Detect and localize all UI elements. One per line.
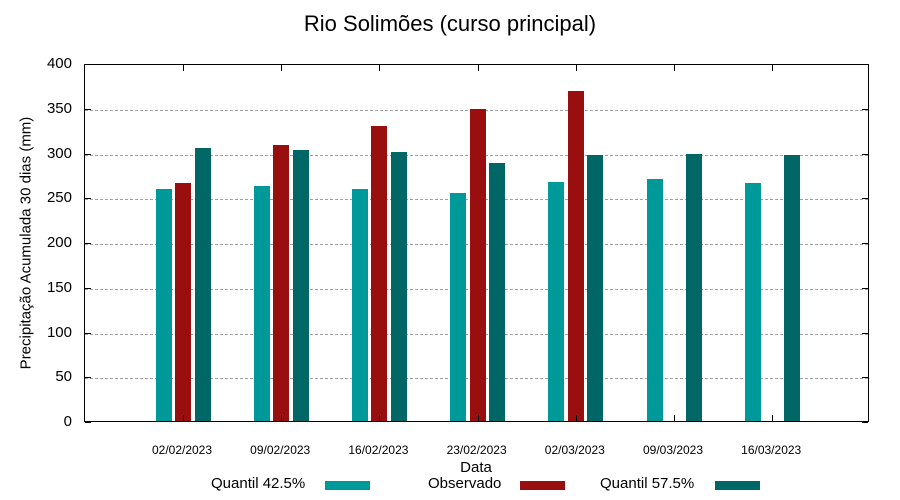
bar-quantil-42-5- — [450, 192, 467, 421]
y-tick-label: 200 — [46, 234, 72, 251]
legend-label-observado: Observado — [428, 475, 502, 492]
x-tick-mark — [674, 415, 675, 421]
bar-quantil-42-5- — [548, 182, 565, 421]
x-tick-mark — [477, 65, 479, 71]
bar-quantil-42-5- — [351, 189, 368, 421]
y-tick-mark — [85, 64, 91, 65]
y-tick-label: 0 — [63, 413, 72, 430]
x-tick-mark — [772, 415, 774, 421]
x-tick-mark — [379, 65, 381, 71]
x-tick-mark — [575, 65, 577, 71]
bar-observado — [371, 125, 388, 421]
bar-quantil-57-5- — [390, 151, 407, 421]
bar-quantil-42-5- — [253, 185, 270, 421]
legend-swatch-quantil-42 — [325, 481, 370, 490]
y-tick-label: 100 — [46, 323, 72, 341]
x-tick-label: 02/03/2023 — [544, 443, 605, 457]
y-tick-mark — [85, 153, 91, 155]
bar-observado — [469, 108, 486, 421]
chart-title: Rio Solimões (curso principal) — [303, 11, 597, 36]
y-tick-mark — [85, 332, 91, 334]
x-tick-mark — [379, 415, 381, 421]
x-tick-label: 23/02/2023 — [446, 443, 507, 457]
y-tick-label: 350 — [46, 99, 72, 117]
x-tick-mark — [674, 65, 675, 71]
bar-observado — [567, 90, 584, 421]
legend-label-quantil-42: Quantil 42.5% — [211, 475, 306, 492]
x-tick-mark — [183, 415, 184, 421]
x-tick-label: 02/02/2023 — [151, 443, 213, 457]
y-tick-mark — [85, 377, 91, 379]
y-tick-mark — [862, 332, 868, 334]
bar-quantil-57-5- — [783, 155, 800, 421]
y-tick-label: 150 — [46, 278, 72, 296]
bar-quantil-42-5- — [155, 189, 172, 421]
plot-area — [84, 64, 869, 423]
legend-swatch-observado — [520, 481, 565, 490]
x-tick-mark — [772, 65, 774, 71]
x-tick-mark — [183, 65, 184, 71]
y-tick-label: 250 — [46, 189, 72, 207]
y-tick-mark — [85, 243, 91, 244]
x-tick-mark — [477, 415, 479, 421]
y-tick-mark — [862, 153, 868, 155]
x-tick-label: 16/02/2023 — [348, 443, 409, 457]
legend-label-quantil-57: Quantil 57.5% — [600, 475, 695, 492]
y-tick-mark — [85, 287, 91, 289]
x-tick-mark — [575, 415, 577, 421]
y-tick-mark — [862, 198, 868, 200]
x-tick-mark — [281, 65, 283, 71]
bar-observado — [175, 182, 191, 421]
x-tick-label: 09/02/2023 — [250, 443, 311, 457]
x-axis-label: Data — [460, 459, 492, 476]
bar-quantil-57-5- — [292, 149, 309, 421]
bar-quantil-57-5- — [587, 155, 604, 421]
y-tick-mark — [862, 287, 868, 289]
y-tick-label: 50 — [55, 368, 72, 386]
bar-quantil-57-5- — [194, 148, 211, 421]
x-tick-label: 16/03/2023 — [741, 443, 802, 457]
y-tick-mark — [862, 64, 868, 65]
bar-observado — [273, 145, 290, 421]
bar-quantil-57-5- — [489, 163, 506, 421]
y-tick-label: 400 — [46, 55, 72, 72]
bar-quantil-42-5- — [744, 182, 761, 421]
y-tick-mark — [862, 243, 868, 244]
bar-quantil-57-5- — [685, 154, 702, 421]
x-tick-label: 09/03/2023 — [642, 443, 704, 457]
bar-quantil-42-5- — [646, 179, 663, 421]
x-tick-mark — [281, 415, 283, 421]
y-tick-mark — [85, 422, 91, 423]
y-tick-mark — [862, 422, 868, 423]
y-tick-mark — [862, 377, 868, 379]
y-tick-mark — [85, 198, 91, 200]
y-tick-mark — [85, 108, 91, 110]
y-tick-label: 300 — [46, 144, 72, 162]
y-tick-mark — [862, 108, 868, 110]
legend-swatch-quantil-57 — [715, 481, 760, 490]
